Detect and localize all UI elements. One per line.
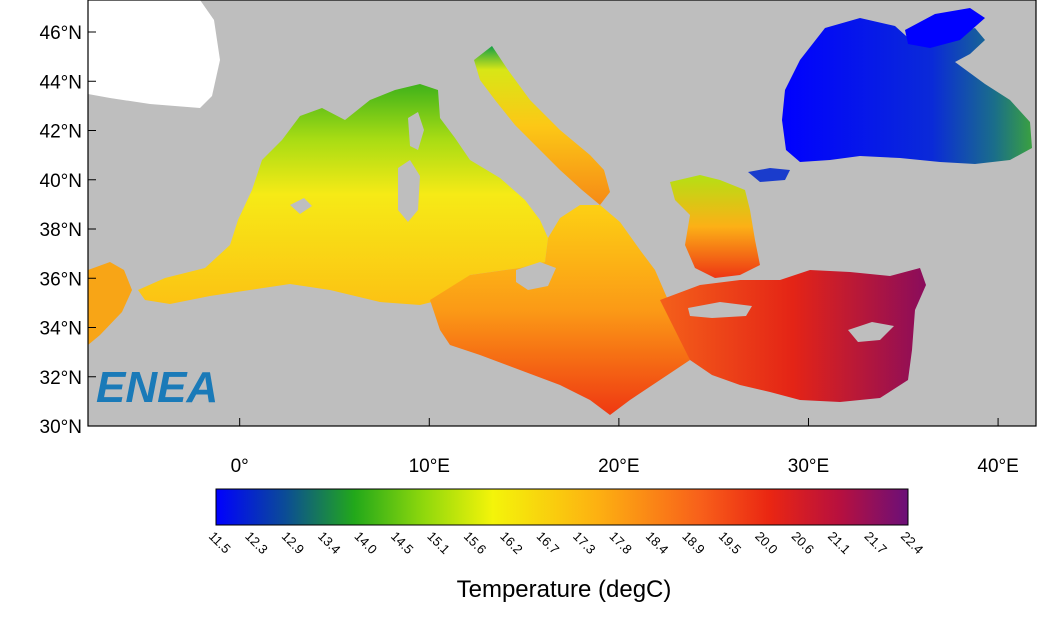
- colorbar-tick-label: 17.3: [570, 529, 599, 558]
- enea-logo-text: ENEA: [96, 363, 218, 412]
- colorbar-tick-label: 22.4: [898, 529, 927, 558]
- longitude-axis: 0° 10°E 20°E 30°E 40°E: [231, 418, 1019, 477]
- cyprus: [848, 322, 894, 342]
- colorbar-tick-label: 12.9: [279, 529, 308, 558]
- colorbar-tick-label: 12.3: [242, 529, 271, 558]
- colorbar-title: Temperature (degC): [457, 576, 672, 603]
- sardinia: [398, 160, 420, 222]
- sea-of-marmara: [748, 168, 790, 182]
- lon-tick-label: 40°E: [977, 456, 1018, 477]
- lat-tick-label: 32°N: [40, 368, 82, 389]
- colorbar-tick-label: 15.6: [461, 529, 490, 558]
- adriatic-sea: [474, 46, 610, 205]
- lat-tick-label: 34°N: [40, 319, 82, 340]
- colorbar-tick-label: 17.8: [607, 529, 636, 558]
- lon-tick-label: 0°: [231, 456, 249, 477]
- sea-of-azov: [905, 8, 985, 48]
- lat-tick-label: 44°N: [40, 72, 82, 93]
- black-sea: [782, 18, 1032, 164]
- corsica: [408, 112, 424, 150]
- map-frame: [87, 0, 1037, 427]
- lat-tick-label: 40°N: [40, 171, 82, 192]
- lat-tick-label: 42°N: [40, 122, 82, 143]
- no-data-region: [88, 0, 220, 108]
- colorbar-tick-label: 18.4: [643, 529, 672, 558]
- colorbar-tick-label: 20.6: [789, 529, 818, 558]
- colorbar-tick-label: 14.0: [352, 529, 381, 558]
- colorbar-tick-label: 13.4: [315, 529, 344, 558]
- colorbar-tick-label: 16.7: [534, 529, 563, 558]
- colorbar: 11.5 12.3 12.9 13.4 14.0 14.5 15.1 15.6 16.2 16.7…: [206, 488, 927, 603]
- colorbar-tick-label: 15.1: [424, 529, 453, 558]
- lat-tick-label: 38°N: [40, 220, 82, 241]
- colorbar-tick-label: 14.5: [388, 529, 417, 558]
- lat-tick-label: 36°N: [40, 269, 82, 290]
- colorbar-tick-label: 20.0: [752, 529, 781, 558]
- balearic-islands: [290, 198, 312, 214]
- atlantic-sea: [88, 262, 132, 345]
- western-mediterranean: [138, 84, 548, 305]
- enea-logo: ENEA: [96, 363, 218, 412]
- colorbar-tick-label: 19.5: [716, 529, 745, 558]
- aegean-sea: [670, 175, 760, 278]
- map-area: [88, 0, 1036, 426]
- colorbar-tick-label: 11.5: [206, 529, 234, 557]
- colorbar-tick-label: 21.1: [825, 529, 854, 558]
- lon-tick-label: 30°E: [788, 456, 829, 477]
- lat-tick-label: 46°N: [40, 23, 82, 44]
- lon-tick-label: 20°E: [598, 456, 639, 477]
- lat-tick-label: 30°N: [40, 417, 82, 438]
- central-mediterranean: [430, 205, 690, 415]
- sicily: [516, 262, 556, 290]
- lon-tick-label: 10°E: [409, 456, 450, 477]
- colorbar-labels: 11.5 12.3 12.9 13.4 14.0 14.5 15.1 15.6 16.2 16.7…: [206, 529, 927, 558]
- colorbar-tick-label: 21.7: [861, 529, 890, 558]
- colorbar-gradient: [215, 488, 909, 526]
- colorbar-tick-label: 18.9: [679, 529, 708, 558]
- crete: [688, 302, 752, 318]
- levantine-sea: [660, 268, 926, 402]
- colorbar-tick-label: 16.2: [497, 529, 526, 558]
- latitude-axis: 46°N 44°N 42°N 40°N 38°N 36°N 34°N 32°N 30°N: [40, 23, 96, 438]
